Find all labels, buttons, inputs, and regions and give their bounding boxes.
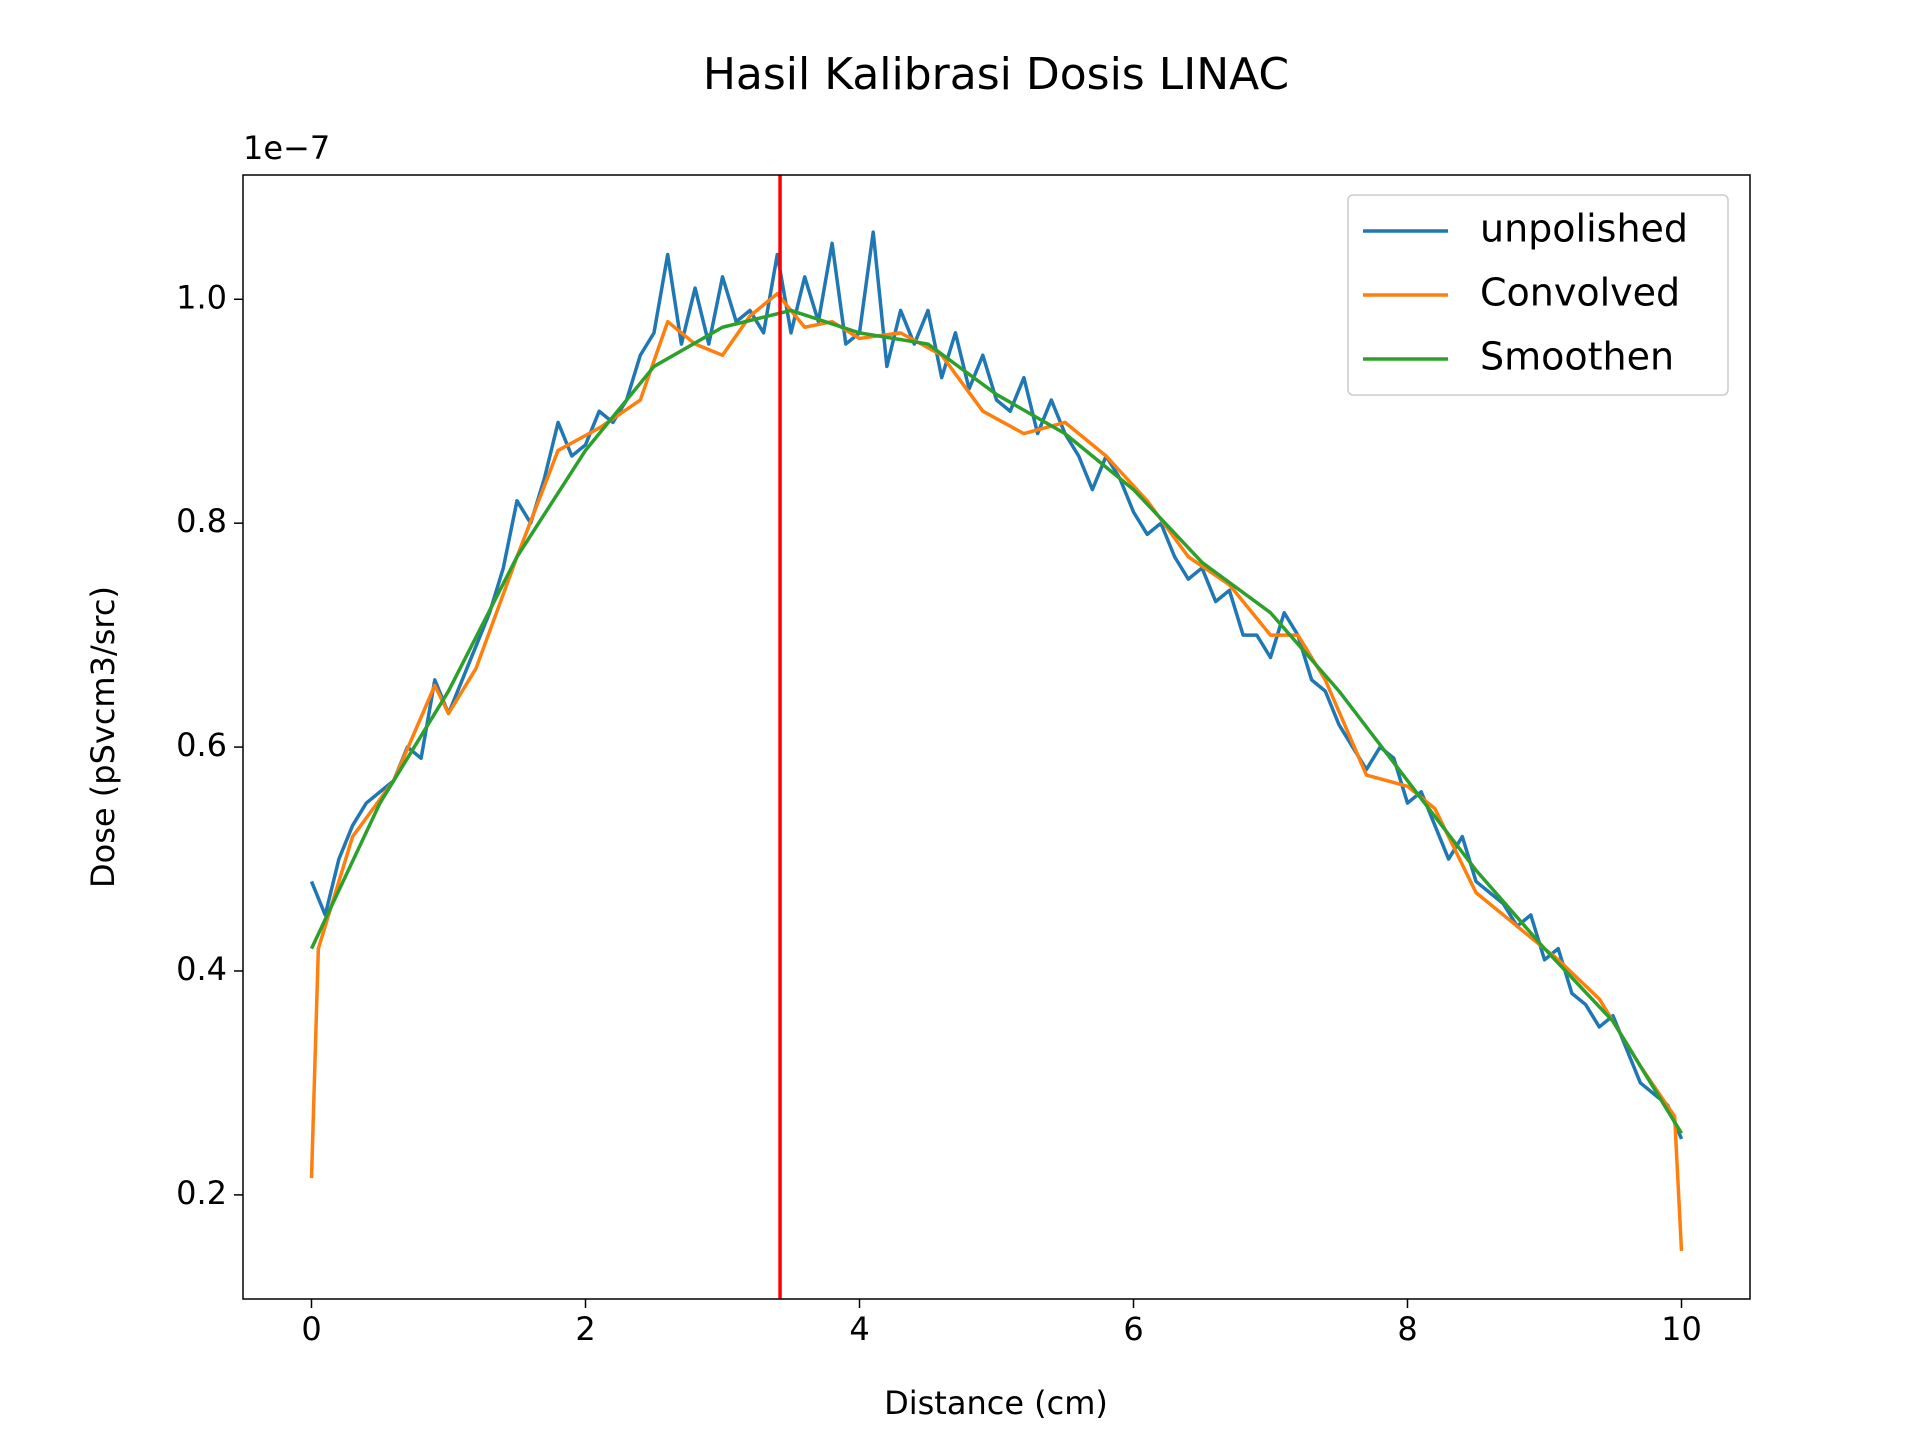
x-tick-label: 8: [1397, 1310, 1417, 1348]
y-tick-label: 0.4: [176, 950, 227, 988]
series-line: [309, 308, 1683, 1135]
y-offset-label: 1e−7: [243, 129, 330, 167]
x-tick-label: 2: [575, 1310, 595, 1348]
y-tick-label: 0.2: [176, 1174, 227, 1212]
series-line: [309, 291, 1684, 1251]
x-axis-label: Distance (cm): [884, 1384, 1108, 1422]
chart-title: Hasil Kalibrasi Dosis LINAC: [703, 49, 1289, 100]
plot-frame: [242, 174, 1751, 1300]
y-tick-label: 0.8: [176, 502, 227, 540]
y-tick-label: 1.0: [176, 278, 227, 316]
legend-label: unpolished: [1480, 207, 1688, 251]
y-axis-label: Dose (pSvcm3/src): [84, 586, 122, 888]
legend-label: Smoothen: [1480, 335, 1674, 379]
legend-box: [1347, 194, 1729, 396]
x-tick-label: 6: [1123, 1310, 1143, 1348]
legend-label: Convolved: [1480, 271, 1680, 315]
x-tick-label: 10: [1661, 1310, 1702, 1348]
x-tick-label: 4: [849, 1310, 869, 1348]
x-tick-label: 0: [301, 1310, 321, 1348]
y-tick-label: 0.6: [176, 726, 227, 764]
